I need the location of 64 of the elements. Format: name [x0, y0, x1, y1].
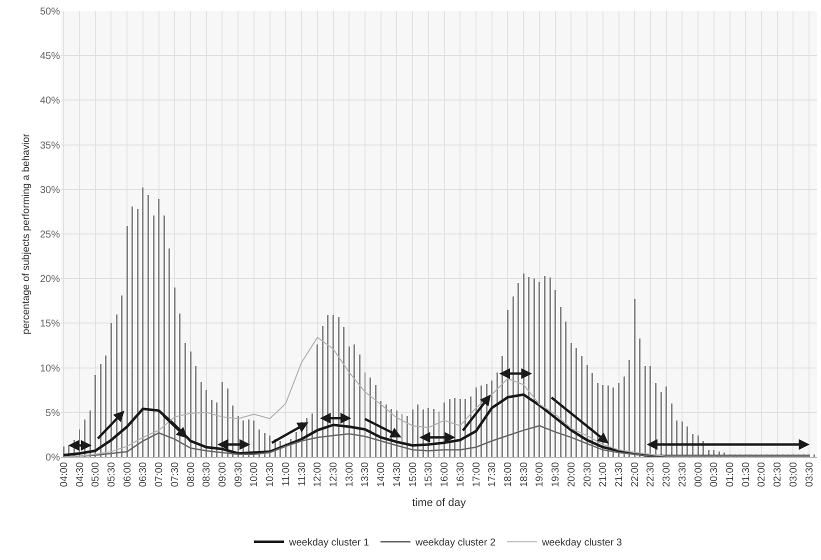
x-tick-label: 14:00 — [376, 462, 388, 488]
x-tick-label: 07:30 — [170, 462, 181, 488]
x-tick-label: 08:30 — [202, 462, 213, 488]
x-tick-label: 08:00 — [186, 462, 197, 488]
x-tick-label: 10:30 — [265, 462, 276, 488]
x-tick-label: 06:30 — [138, 462, 150, 488]
x-axis-title: time of day — [412, 497, 466, 510]
x-tick-label: 11:30 — [296, 462, 308, 486]
y-tick-label: 10% — [40, 363, 60, 374]
x-tick-label: 19:30 — [550, 462, 562, 488]
x-tick-label: 01:30 — [740, 462, 752, 488]
x-tick-label: 06:00 — [122, 462, 134, 488]
x-tick-label: 18:00 — [502, 462, 514, 488]
legend-label: weekday cluster 1 — [288, 538, 370, 549]
x-tick-label: 09:00 — [217, 462, 228, 488]
y-tick-label: 5% — [46, 408, 60, 419]
y-tick-label: 45% — [40, 51, 60, 62]
x-tick-label: 03:00 — [788, 462, 800, 488]
x-tick-label: 05:30 — [106, 462, 118, 488]
y-axis-title: percentage of subjects performing a behavior — [20, 133, 32, 334]
x-tick-label: 00:30 — [709, 462, 720, 488]
x-tick-label: 09:30 — [233, 462, 244, 488]
x-tick-label: 23:00 — [662, 462, 673, 488]
x-tick-label: 20:00 — [566, 462, 578, 488]
x-tick-label: 16:00 — [440, 462, 451, 488]
y-tick-label: 30% — [40, 184, 60, 196]
x-tick-label: 22:30 — [646, 462, 657, 488]
x-tick-label: 21:00 — [598, 462, 610, 488]
y-tick-label: 40% — [40, 96, 60, 107]
x-tick-label: 15:30 — [424, 462, 435, 488]
y-tick-label: 50% — [40, 6, 60, 18]
x-tick-label: 11:00 — [280, 462, 292, 486]
x-tick-label: 22:00 — [630, 462, 641, 488]
x-tick-label: 21:30 — [614, 462, 625, 488]
y-tick-label: 15% — [40, 318, 60, 330]
x-tick-label: 02:00 — [756, 462, 768, 488]
x-tick-label: 12:00 — [312, 462, 324, 488]
x-tick-label: 17:00 — [471, 462, 482, 488]
x-tick-label: 18:30 — [518, 462, 530, 488]
x-tick-label: 04:00 — [58, 462, 70, 488]
x-tick-label: 14:30 — [392, 462, 403, 488]
x-tick-label: 00:00 — [693, 462, 704, 488]
y-tick-label: 20% — [40, 274, 60, 286]
x-tick-label: 23:30 — [677, 462, 688, 488]
x-tick-label: 03:30 — [804, 462, 816, 488]
x-tick-label: 20:30 — [582, 462, 594, 488]
y-tick-label: 35% — [40, 140, 60, 152]
x-tick-label: 04:30 — [74, 462, 86, 488]
legend-label: weekday cluster 2 — [414, 538, 496, 549]
x-tick-label: 17:30 — [487, 462, 498, 488]
x-tick-label: 16:30 — [455, 462, 466, 488]
x-tick-label: 10:00 — [249, 462, 260, 488]
x-tick-label: 07:00 — [154, 462, 166, 488]
x-tick-label: 05:00 — [90, 462, 102, 488]
y-tick-label: 25% — [40, 230, 60, 240]
x-tick-label: 01:00 — [725, 462, 736, 488]
x-tick-label: 19:00 — [534, 462, 546, 488]
x-tick-label: 15:00 — [408, 462, 419, 488]
x-tick-label: 13:30 — [360, 462, 372, 488]
y-tick-label: 0% — [46, 452, 60, 464]
legend-label: weekday cluster 3 — [540, 538, 622, 549]
x-tick-label: 02:30 — [772, 462, 784, 488]
x-tick-label: 13:00 — [344, 462, 356, 488]
x-tick-label: 12:30 — [328, 462, 340, 488]
